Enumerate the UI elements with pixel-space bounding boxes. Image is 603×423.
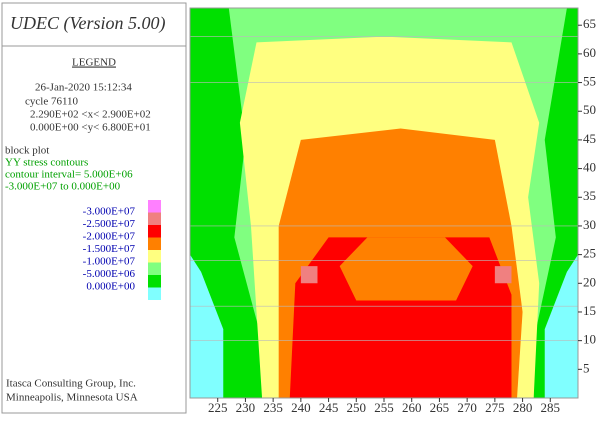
info: cycle 76110 xyxy=(25,96,79,108)
color-swatch xyxy=(148,225,161,238)
udec-plot: UDEC (Version 5.00) LEGEND 26-Jan-2020 1… xyxy=(0,0,603,418)
contour-title: YY stress contours xyxy=(5,157,88,169)
y-tick-label: 45 xyxy=(583,131,596,146)
contour-region xyxy=(301,266,318,283)
color-swatch xyxy=(148,213,161,226)
x-tick-label: 270 xyxy=(457,400,477,415)
scale-label: -2.500E+07 xyxy=(83,218,136,230)
y-tick-label: 10 xyxy=(583,332,596,347)
x-tick-label: 275 xyxy=(485,400,505,415)
x-tick-label: 250 xyxy=(347,400,367,415)
legend-heading: LEGEND xyxy=(72,57,116,69)
plot-type: block plot xyxy=(5,145,49,157)
color-swatch xyxy=(148,250,161,263)
info: 26-Jan-2020 15:12:34 xyxy=(35,82,132,94)
y-tick-label: 55 xyxy=(583,74,596,89)
x-tick-label: 245 xyxy=(319,400,339,415)
scale-label: -1.500E+07 xyxy=(83,243,136,255)
y-tick-label: 65 xyxy=(583,16,596,31)
y-tick-label: 35 xyxy=(583,188,596,203)
y-tick-label: 40 xyxy=(583,160,596,175)
color-swatch xyxy=(148,238,161,251)
color-swatch xyxy=(148,275,161,288)
x-tick-label: 240 xyxy=(291,400,311,415)
y-tick-label: 50 xyxy=(583,102,596,117)
x-tick-label: 265 xyxy=(430,400,450,415)
footer: Itasca Consulting Group, Inc. xyxy=(6,378,136,390)
x-tick-label: 230 xyxy=(236,400,256,415)
y-tick-label: 60 xyxy=(583,45,596,60)
color-swatch xyxy=(148,263,161,276)
title: UDEC (Version 5.00) xyxy=(10,13,166,34)
y-tick-label: 5 xyxy=(583,360,590,375)
scale-label: 0.000E+00 xyxy=(86,281,135,293)
x-tick-label: 235 xyxy=(263,400,283,415)
scale-label: -3.000E+07 xyxy=(83,206,136,218)
x-tick-label: 260 xyxy=(402,400,422,415)
scale-label: -1.000E+07 xyxy=(83,256,136,268)
footer: Minneapolis, Minnesota USA xyxy=(6,392,138,404)
scale-label: -5.000E+06 xyxy=(83,268,136,280)
info: 0.000E+00 <y< 6.800E+01 xyxy=(30,122,151,134)
x-tick-label: 255 xyxy=(374,400,394,415)
contour-region xyxy=(495,266,512,283)
x-tick-label: 285 xyxy=(541,400,561,415)
color-swatch xyxy=(148,288,161,301)
y-tick-label: 20 xyxy=(583,274,596,289)
scale-label: -2.000E+07 xyxy=(83,231,136,243)
y-tick-label: 30 xyxy=(583,217,596,232)
info: 2.290E+02 <x< 2.900E+02 xyxy=(30,109,151,121)
contour-region xyxy=(340,237,473,300)
color-swatch xyxy=(148,200,161,213)
y-tick-label: 25 xyxy=(583,246,596,261)
contour-info: contour interval= 5.000E+06 xyxy=(5,169,133,181)
x-tick-label: 225 xyxy=(208,400,228,415)
contour-info: -3.000E+07 to 0.000E+00 xyxy=(5,181,121,193)
y-tick-label: 15 xyxy=(583,303,596,318)
x-tick-label: 280 xyxy=(513,400,533,415)
